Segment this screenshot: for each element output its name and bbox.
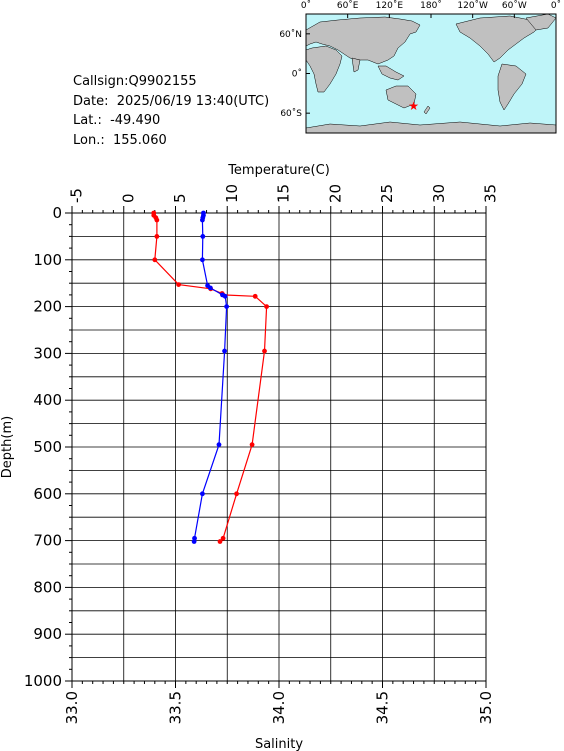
temperature-tick-label: -5 [68,188,86,203]
salinity-tick-label: 34.5 [374,691,392,724]
temperature-tick-label: 0 [119,193,137,203]
depth-axis: 0 100 200 300 400 500 600 700 800 900 1000 [24,204,72,690]
land-greenland [525,13,557,31]
salinity-axis-title: Salinity [255,737,303,751]
temperature-point [220,535,226,541]
temperature-tick-label: 25 [378,184,396,203]
temperature-point [217,539,223,544]
map-ticks: 0˚ 60˚E 120˚E 180˚ 120˚W 60˚W 0˚ 60˚N 0˚ 60˚S [279,0,561,119]
depth-axis-title: Depth(m) [0,416,15,478]
temperature-tick-label: 5 [171,193,189,203]
depth-tick-label: 0 [52,204,62,222]
depth-tick-label: 400 [33,391,62,409]
salinity-point [200,257,205,263]
map-lat-label: 60˚N [279,29,302,40]
salinity-point [216,442,222,448]
salinity-tick-label: 35.0 [477,691,495,724]
land-europe-asia [305,16,421,65]
salinity-axis: 33.0 33.5 34.0 34.5 35.0 [63,681,495,724]
chart-grid [71,212,487,682]
temperature-tick-label: 35 [482,184,500,203]
depth-tick-label: 600 [33,485,62,503]
temperature-point [234,491,239,497]
map-lat-label: 60˚S [280,108,302,119]
depth-tick-label: 900 [33,625,62,643]
land-new-zealand [423,105,431,115]
salinity-line [193,213,228,542]
land-south-america [497,63,527,111]
salinity-point [224,304,230,309]
map-lon-label: 0˚ [551,0,561,11]
temperature-point [249,442,255,448]
land-se-asia [377,65,405,81]
temperature-tick-label: 10 [223,184,241,203]
depth-tick-label: 1000 [24,672,62,690]
salinity-point [200,491,205,497]
temperature-point [264,304,269,309]
map-lon-label: 180˚ [420,0,442,11]
depth-tick-label: 300 [33,344,62,362]
land-north-america [455,15,541,63]
land-australia [385,85,417,109]
land-india [351,57,361,73]
map-lon-label: 120˚W [457,0,488,11]
map-lon-label: 60˚E [337,0,359,11]
station-info: Callsign:Q9902155 Date: 2025/06/19 13:40… [73,72,269,150]
temperature-tick-label: 20 [326,184,344,203]
temperature-point [176,282,182,288]
temperature-point [252,293,258,299]
map-lon-label: 120˚E [376,0,404,11]
temperature-point [262,348,267,354]
callsign-text: Callsign:Q9902155 [73,74,197,89]
salinity-point [191,539,197,544]
salinity-point [222,348,227,354]
salinity-point [207,285,213,291]
depth-tick-label: 200 [33,298,62,316]
temperature-point [154,217,160,223]
map-lat-label: 0˚ [292,69,302,80]
depth-tick-label: 100 [33,251,62,269]
depth-tick-label: 800 [33,578,62,596]
location-map: 0˚ 60˚E 120˚E 180˚ 120˚W 60˚W 0˚ 60˚N 0˚ 60˚S ★ [279,0,561,134]
salinity-tick-label: 34.0 [270,691,288,724]
temperature-point [152,257,158,263]
temperature-axis-title: Temperature(C) [227,163,330,178]
temperature-axis: -5 0 5 10 15 20 25 30 35 [68,184,500,213]
salinity-point [222,293,228,299]
map-lon-label: 60˚W [502,0,527,11]
salinity-tick-label: 33.0 [63,691,81,724]
map-lon-label: 0˚ [301,0,311,11]
temperature-tick-label: 15 [275,184,293,203]
salinity-point [200,234,206,239]
temperature-point [154,234,160,239]
salinity-point [200,217,205,223]
depth-tick-label: 500 [33,438,62,456]
depth-tick-label: 700 [33,532,62,550]
latitude-text: Lat.: -49.490 [73,113,161,128]
date-text: Date: 2025/06/19 13:40(UTC) [73,93,270,109]
land-africa [305,45,343,93]
longitude-text: Lon.: 155.060 [73,132,167,148]
temperature-tick-label: 30 [430,184,448,203]
temperature-line [153,213,268,542]
salinity-tick-label: 33.5 [167,691,185,724]
series-layer [151,210,269,544]
station-marker-icon: ★ [408,99,419,113]
